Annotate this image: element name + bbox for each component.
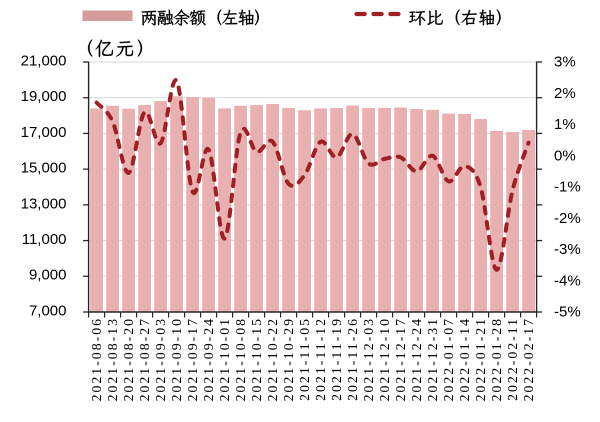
svg-text:2021-09-24: 2021-09-24 [201, 317, 216, 401]
svg-text:11,000: 11,000 [22, 231, 67, 248]
svg-text:2021-09-03: 2021-09-03 [153, 317, 168, 401]
svg-text:2022-01-07: 2022-01-07 [441, 317, 456, 401]
svg-text:-1%: -1% [554, 179, 581, 196]
svg-text:2022-01-21: 2022-01-21 [473, 317, 488, 401]
svg-text:2021-11-12: 2021-11-12 [313, 317, 328, 401]
svg-text:7,000: 7,000 [29, 302, 67, 319]
svg-text:2021-09-17: 2021-09-17 [185, 317, 200, 401]
svg-text:2021-10-08: 2021-10-08 [233, 317, 248, 401]
svg-text:21,000: 21,000 [21, 52, 67, 69]
svg-text:2021-11-19: 2021-11-19 [329, 317, 344, 401]
svg-text:2021-08-13: 2021-08-13 [105, 317, 120, 401]
svg-text:2021-12-31: 2021-12-31 [425, 317, 440, 401]
svg-text:9,000: 9,000 [29, 267, 67, 284]
svg-text:3%: 3% [554, 54, 576, 71]
svg-text:2021-11-26: 2021-11-26 [345, 317, 360, 401]
svg-text:2021-10-15: 2021-10-15 [249, 317, 264, 401]
svg-text:2%: 2% [554, 85, 576, 102]
svg-text:2021-12-03: 2021-12-03 [361, 317, 376, 401]
svg-text:2021-09-10: 2021-09-10 [169, 317, 184, 401]
svg-text:-5%: -5% [554, 304, 581, 321]
svg-text:0%: 0% [554, 147, 576, 164]
svg-text:2021-10-01: 2021-10-01 [217, 317, 232, 401]
svg-text:2021-12-17: 2021-12-17 [393, 317, 408, 401]
svg-text:2022-01-28: 2022-01-28 [489, 317, 504, 401]
svg-text:2021-08-27: 2021-08-27 [137, 317, 152, 401]
svg-text:2021-10-29: 2021-10-29 [281, 317, 296, 401]
svg-text:2022-02-17: 2022-02-17 [521, 317, 536, 401]
svg-text:2021-12-10: 2021-12-10 [377, 317, 392, 401]
svg-text:-3%: -3% [554, 241, 581, 258]
svg-text:2021-12-24: 2021-12-24 [409, 317, 424, 401]
svg-text:-4%: -4% [554, 272, 581, 289]
svg-text:2022-02-11: 2022-02-11 [505, 317, 520, 401]
svg-text:15,000: 15,000 [21, 160, 67, 177]
svg-text:2021-11-05: 2021-11-05 [297, 317, 312, 401]
svg-text:2021-10-22: 2021-10-22 [265, 317, 280, 401]
svg-text:2022-01-14: 2022-01-14 [457, 317, 472, 401]
svg-text:1%: 1% [554, 116, 576, 133]
svg-text:19,000: 19,000 [21, 88, 67, 105]
svg-text:2021-08-06: 2021-08-06 [89, 317, 104, 401]
svg-text:2021-08-20: 2021-08-20 [121, 317, 136, 401]
svg-text:-2%: -2% [554, 210, 581, 227]
svg-text:13,000: 13,000 [21, 195, 67, 212]
svg-text:17,000: 17,000 [21, 124, 67, 141]
